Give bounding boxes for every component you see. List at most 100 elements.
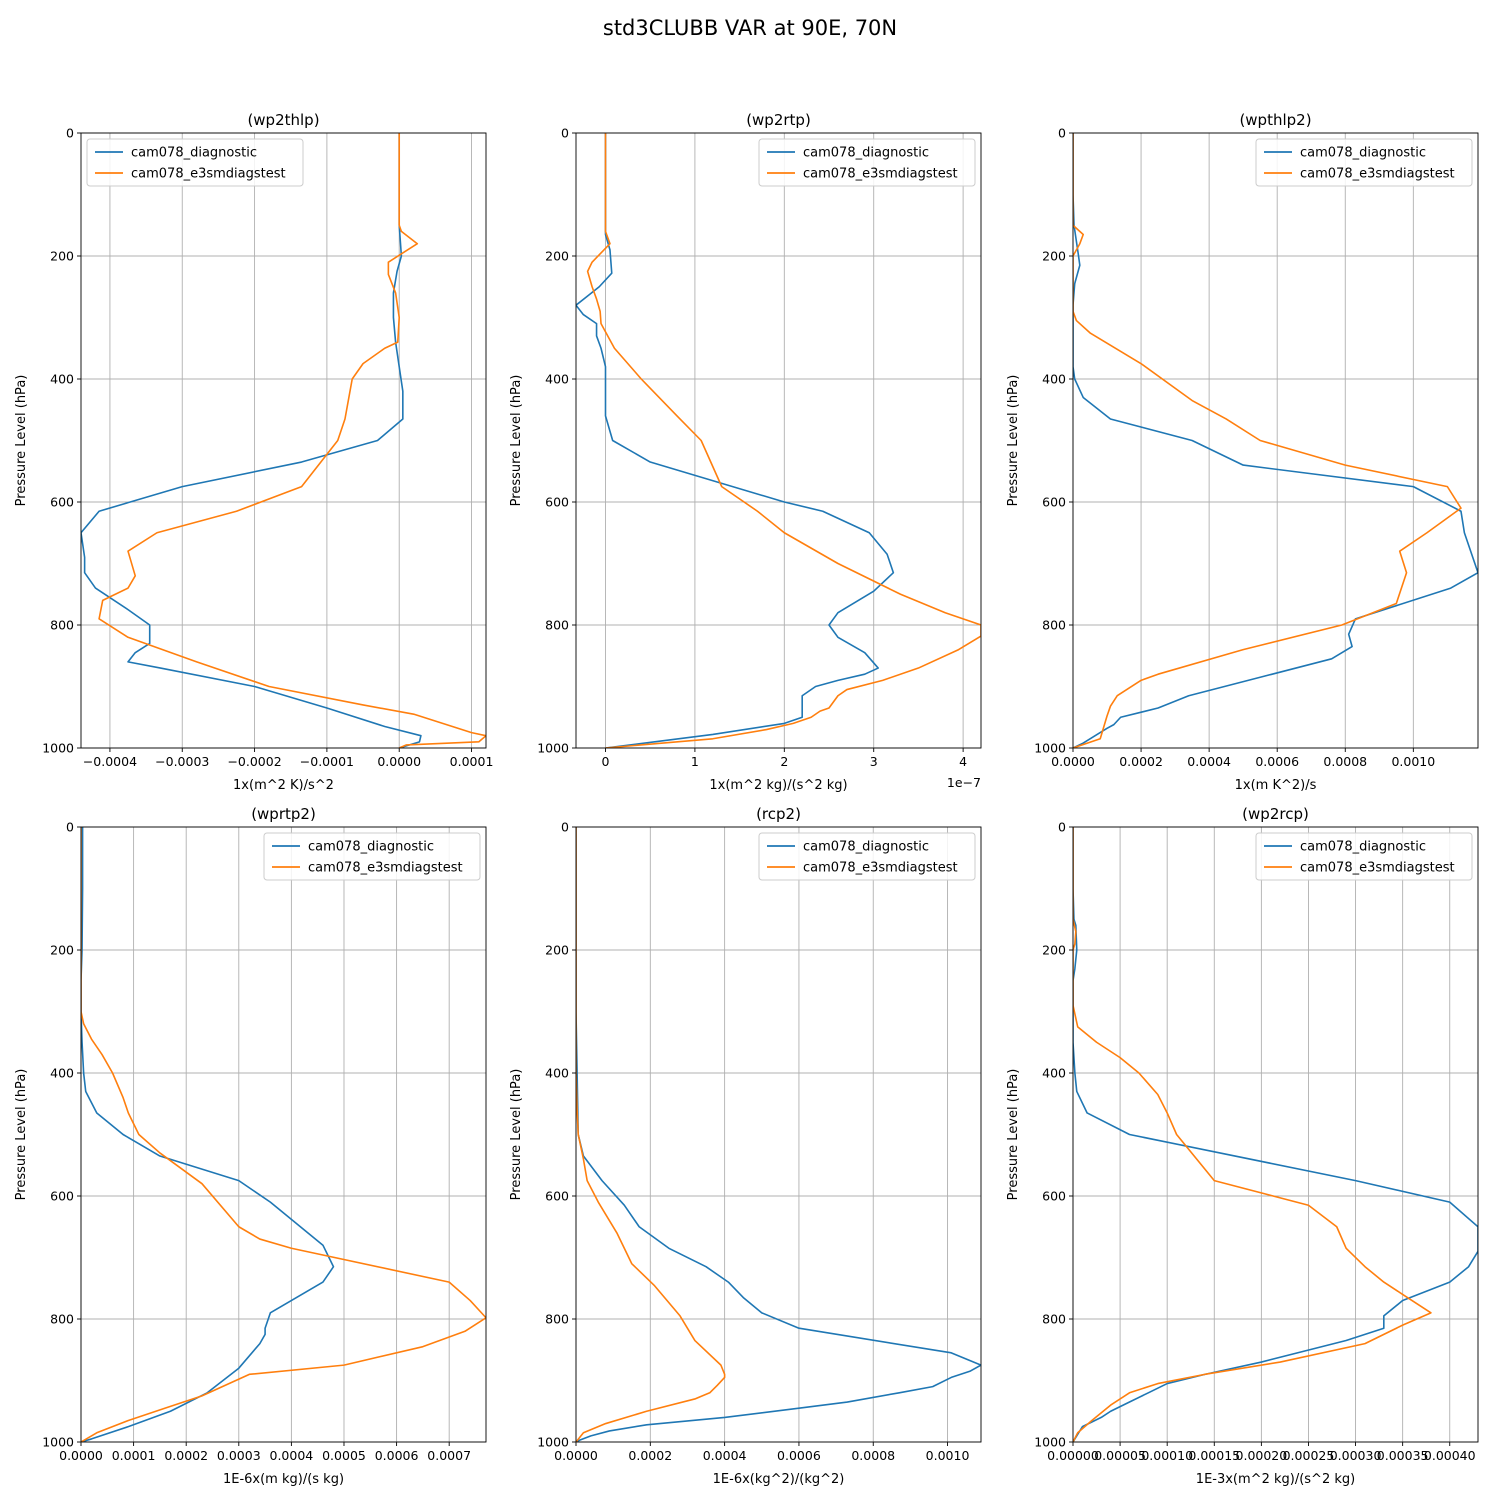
legend-label-2: cam078_e3smdiagstest <box>803 167 958 182</box>
legend-box <box>758 138 976 187</box>
x-tick-label: 0.0005 <box>322 1448 366 1463</box>
x-tick-label: 0.0003 <box>217 1448 261 1463</box>
x-tick-label: 0.00025 <box>1283 1448 1335 1463</box>
x-tick-label: 0.0000 <box>59 1448 103 1463</box>
series-line-1 <box>81 827 335 1442</box>
axes-frame <box>1072 132 1479 749</box>
y-tick-label: 1000 <box>537 1435 569 1450</box>
chart-title: (wp2thlp) <box>247 111 319 129</box>
y-tick-label: 800 <box>1042 1312 1066 1327</box>
x-tick-label: 0.0002 <box>1119 754 1163 769</box>
x-tick-label: 0.00035 <box>1377 1448 1429 1463</box>
series-line-2 <box>81 827 486 1442</box>
x-tick-label: 0.0010 <box>926 1448 970 1463</box>
y-tick-label: 0 <box>1058 126 1066 141</box>
y-tick-label: 200 <box>1042 943 1066 958</box>
y-tick-label: 400 <box>50 372 74 387</box>
chart-title: (rcp2) <box>756 805 801 823</box>
figure-title: std3CLUBB VAR at 90E, 70N <box>602 16 898 40</box>
legend-label-2: cam078_e3smdiagstest <box>131 167 286 182</box>
y-tick-label: 800 <box>1042 618 1066 633</box>
axes-frame <box>1072 826 1479 1443</box>
x-tick-label: −0.0003 <box>155 754 209 769</box>
x-tick-label: 0.00030 <box>1330 1448 1382 1463</box>
x-tick-label: 0.0004 <box>703 1448 747 1463</box>
x-tick-label: 0.0006 <box>777 1448 821 1463</box>
x-axis-label: 1x(m K^2)/s <box>1235 778 1317 793</box>
y-axis-label: Pressure Level (hPa) <box>509 375 524 507</box>
x-tick-label: 3 <box>870 754 878 769</box>
x-tick-label: 0.0006 <box>1255 754 1299 769</box>
chart-title: (wprtp2) <box>251 805 316 823</box>
y-tick-label: 400 <box>1042 372 1066 387</box>
x-tick-label: 0.0002 <box>164 1448 208 1463</box>
chart-title: (wpthlp2) <box>1239 111 1311 129</box>
series-line-2 <box>1073 133 1462 748</box>
x-tick-label: 0.00020 <box>1236 1448 1288 1463</box>
y-tick-label: 400 <box>545 1066 569 1081</box>
legend-box <box>1255 832 1473 881</box>
x-tick-label: 0 <box>602 754 610 769</box>
legend-label-2: cam078_e3smdiagstest <box>308 861 463 876</box>
y-tick-label: 600 <box>1042 1189 1066 1204</box>
x-tick-label: 0.0000 <box>554 1448 598 1463</box>
x-tick-label: 0.0008 <box>851 1448 895 1463</box>
y-tick-label: 600 <box>50 1189 74 1204</box>
x-tick-label: 0.0001 <box>450 754 494 769</box>
legend-box <box>1255 138 1473 187</box>
series-line-2 <box>98 133 486 748</box>
x-tick-label: 0.0002 <box>628 1448 672 1463</box>
y-tick-label: 1000 <box>1034 741 1066 756</box>
y-tick-label: 800 <box>50 618 74 633</box>
x-tick-label: −0.0004 <box>83 754 137 769</box>
y-tick-label: 800 <box>50 1312 74 1327</box>
y-tick-label: 200 <box>545 249 569 264</box>
y-tick-label: 200 <box>50 249 74 264</box>
y-tick-label: 600 <box>1042 495 1066 510</box>
y-tick-label: 1000 <box>42 741 74 756</box>
legend-label-1: cam078_diagnostic <box>803 840 929 855</box>
x-tick-label: 0.0008 <box>1323 754 1367 769</box>
y-tick-label: 200 <box>1042 249 1066 264</box>
x-offset-label: 1e−7 <box>947 775 981 790</box>
series-line-1 <box>81 133 422 748</box>
axes-frame <box>575 826 982 1443</box>
y-axis-label: Pressure Level (hPa) <box>1006 375 1021 507</box>
y-tick-label: 200 <box>545 943 569 958</box>
x-tick-label: 0.0006 <box>375 1448 419 1463</box>
legend-box <box>263 832 481 881</box>
x-tick-label: 1 <box>691 754 699 769</box>
y-tick-label: 1000 <box>537 741 569 756</box>
axes-frame <box>80 826 487 1443</box>
y-tick-label: 800 <box>545 1312 569 1327</box>
x-tick-label: 0.00000 <box>1047 1448 1099 1463</box>
x-tick-label: 0.0004 <box>1187 754 1231 769</box>
legend: cam078_diagnostic cam078_e3smdiagstest <box>1255 832 1473 881</box>
x-tick-label: 0.00005 <box>1094 1448 1146 1463</box>
x-tick-label: 0.00015 <box>1188 1448 1240 1463</box>
y-tick-label: 400 <box>1042 1066 1066 1081</box>
x-tick-label: 2 <box>780 754 788 769</box>
legend-label-2: cam078_e3smdiagstest <box>1300 861 1455 876</box>
x-tick-label: 0.0001 <box>112 1448 156 1463</box>
x-tick-label: −0.0002 <box>227 754 281 769</box>
x-tick-label: −0.0001 <box>300 754 354 769</box>
y-tick-label: 400 <box>50 1066 74 1081</box>
chart-panel-1: −0.0004 −0.0003 −0.0002 −0.0001 0.0000 0.0001… <box>14 111 493 793</box>
y-axis-label: Pressure Level (hPa) <box>14 1069 29 1201</box>
y-axis-label: Pressure Level (hPa) <box>14 375 29 507</box>
series-line-1 <box>576 133 895 748</box>
legend: cam078_diagnostic cam078_e3smdiagstest <box>758 138 976 187</box>
y-tick-label: 0 <box>66 820 74 835</box>
y-axis-label: Pressure Level (hPa) <box>509 1069 524 1201</box>
x-tick-label: 4 <box>959 754 967 769</box>
x-tick-label: 0.0004 <box>270 1448 314 1463</box>
x-axis-label: 1x(m^2 kg)/(s^2 kg) <box>709 778 847 793</box>
y-tick-label: 1000 <box>42 1435 74 1450</box>
legend: cam078_diagnostic cam078_e3smdiagstest <box>1255 138 1473 187</box>
y-tick-label: 0 <box>561 820 569 835</box>
axes-frame <box>80 132 487 749</box>
series-line-2 <box>1073 827 1432 1442</box>
y-tick-label: 0 <box>561 126 569 141</box>
